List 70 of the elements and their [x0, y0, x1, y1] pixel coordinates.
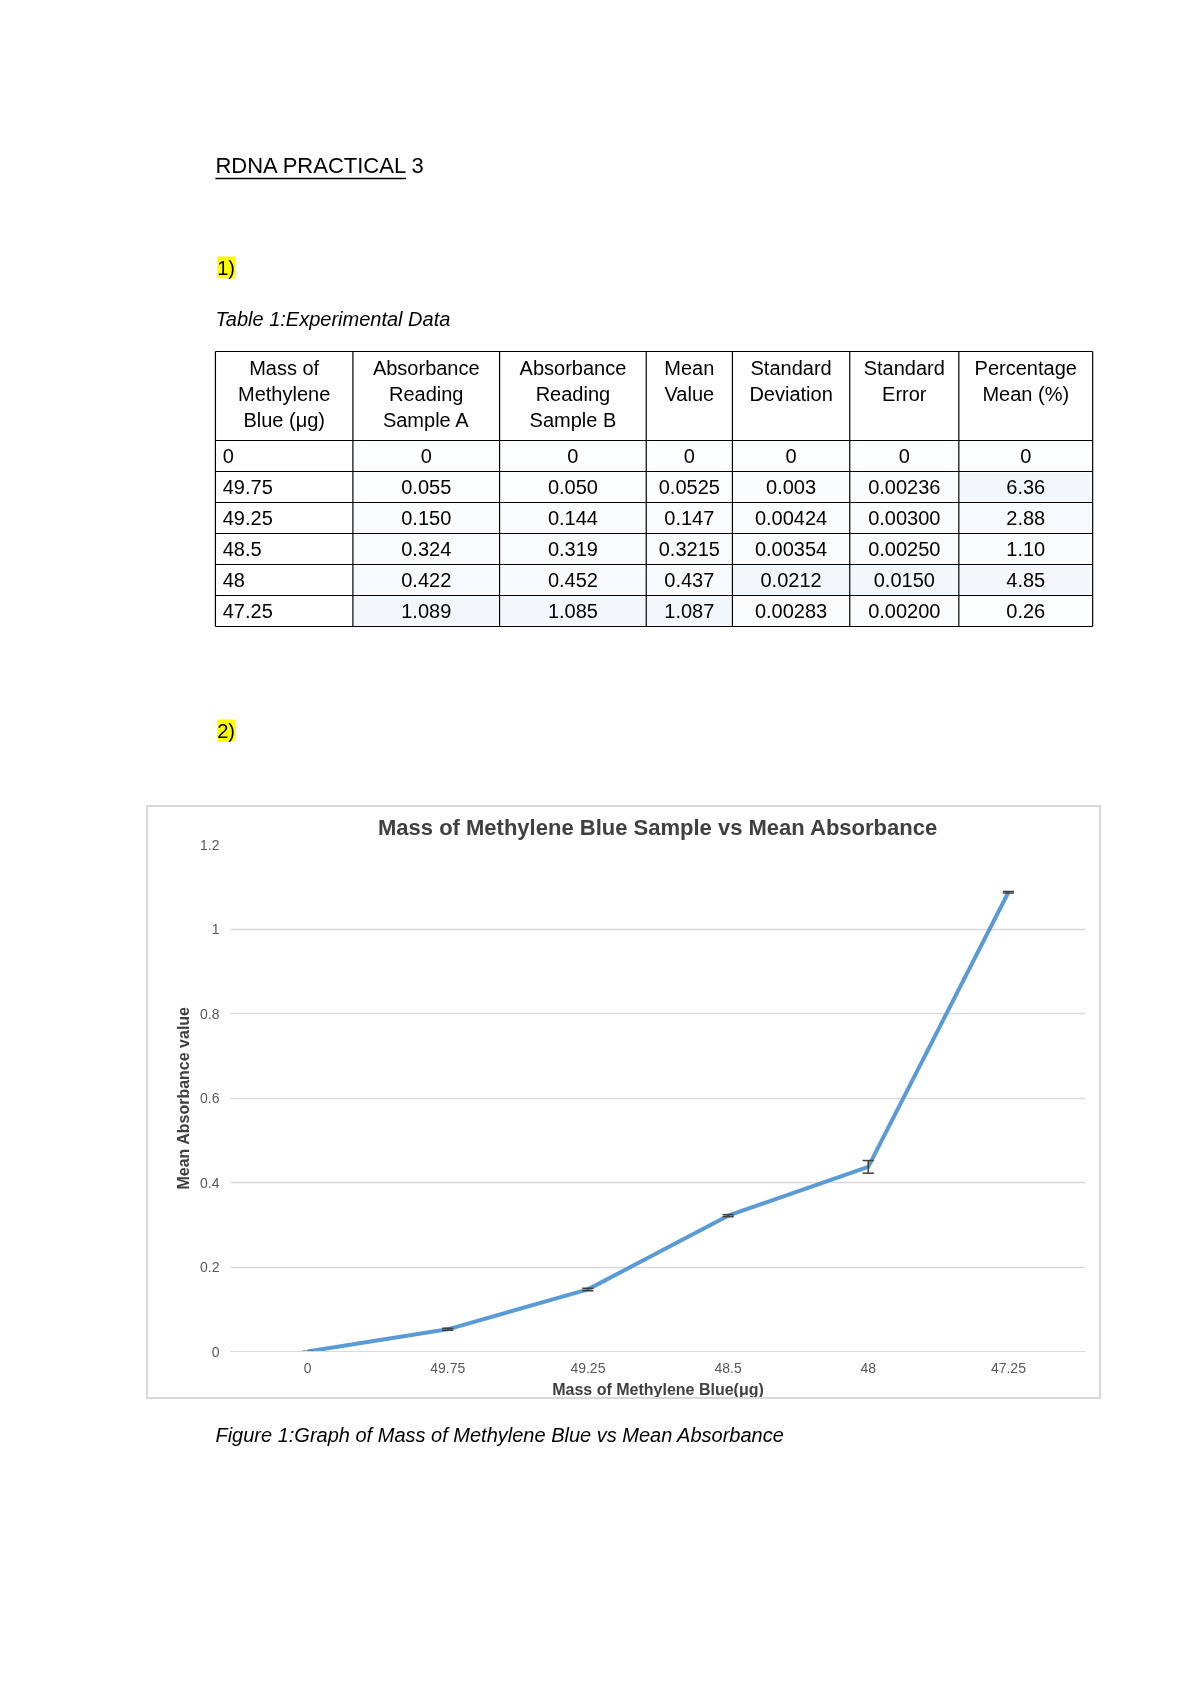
data-label: 1.085 — [547, 600, 598, 622]
data-label: 2.88 — [1006, 507, 1046, 529]
y-axis-title: Mass of Methylene Blue (μg) — [238, 356, 331, 432]
data-label: 0.00283 — [754, 600, 828, 622]
data-label: 0.00236 — [868, 476, 941, 498]
data-label: 0 — [420, 445, 432, 467]
data-label: 0.319 — [547, 538, 598, 560]
x-tick-label: 49.75 — [430, 1359, 466, 1376]
y-tick-label: 49.25 — [222, 507, 273, 529]
data-label: 0.00300 — [868, 507, 941, 529]
x-tick-label: Mean Value — [664, 356, 715, 405]
x-tick-label: 0 — [303, 1359, 312, 1376]
data-label: 0.003 — [766, 476, 817, 498]
data-label: 0.0212 — [760, 569, 822, 591]
caption: Figure 1:Graph of Mass of Methylene Blue vs Mean Absorbance — [215, 1423, 784, 1446]
y-tick-label: 0.2 — [200, 1259, 220, 1275]
data-label: 0.0150 — [873, 569, 935, 591]
data-label: 1.087 — [664, 600, 715, 622]
data-label: 0.452 — [547, 569, 598, 591]
data-label: 0 — [898, 445, 910, 467]
x-tick-label: 48 — [860, 1359, 877, 1376]
data-label: 4.85 — [1006, 569, 1046, 591]
x-tick-label: Percentage Mean (%) — [974, 356, 1077, 405]
y-tick-label: 1.2 — [200, 836, 220, 853]
y-tick-label: 48 — [222, 569, 245, 591]
data-label: 0.0525 — [658, 476, 720, 498]
data-label: 0.00250 — [868, 538, 941, 560]
y-tick-label: 0 — [222, 445, 234, 467]
y-tick-label: 49.75 — [222, 476, 273, 498]
y-tick-label: 0.6 — [200, 1090, 220, 1106]
data-label: 0.00424 — [754, 507, 828, 529]
data-label: 0 — [567, 445, 579, 467]
y-tick-label: 48.5 — [222, 538, 262, 560]
data-label: 0.055 — [401, 476, 452, 498]
data-label: 0.422 — [401, 569, 452, 591]
x-tick-label: Standard Deviation — [749, 356, 833, 405]
x-tick-label: 49.25 — [570, 1359, 606, 1376]
chart-title: RDNA PRACTICAL 3 — [215, 153, 424, 178]
x-tick-label: 48.5 — [714, 1359, 742, 1376]
x-axis-title: Mass of Methylene Blue(μg) — [552, 1380, 764, 1398]
y-tick-label: 1 — [211, 921, 220, 937]
y-tick-label: 0.4 — [200, 1174, 220, 1191]
data-label: 1.089 — [401, 600, 452, 622]
data-label: 0.00354 — [754, 538, 828, 560]
data-label: 0.150 — [401, 507, 452, 529]
text: 2) — [217, 719, 236, 742]
data-label: 0.3215 — [658, 538, 720, 560]
data-label: 0.26 — [1006, 600, 1046, 622]
data-label: 0 — [785, 445, 797, 467]
data-label: 6.36 — [1006, 476, 1046, 498]
data-label: 0 — [683, 445, 695, 467]
data-label: 1.10 — [1006, 538, 1046, 560]
data-label: 0.437 — [664, 569, 715, 591]
text: 1) — [217, 256, 236, 279]
y-tick-label: 0 — [211, 1343, 220, 1360]
data-label: 0.324 — [401, 538, 452, 560]
data-label: 0 — [1020, 445, 1032, 467]
x-tick-label: Standard Error — [863, 356, 945, 405]
y-tick-label: 0.8 — [200, 1005, 220, 1022]
data-label: 0.050 — [547, 476, 598, 498]
x-tick-label: Absorbance Reading Sample B — [519, 356, 627, 432]
y-tick-label: 47.25 — [222, 600, 273, 622]
x-tick-label: Absorbance Reading Sample A — [372, 356, 480, 432]
y-axis-title: Mean Absorbance value — [175, 1006, 193, 1190]
data-label: 0.00200 — [868, 600, 941, 622]
data-label: 0.147 — [664, 507, 715, 529]
x-tick-label: 47.25 — [990, 1359, 1027, 1376]
data-label: 0.144 — [547, 507, 598, 529]
chart-subtitle: Table 1:Experimental Data — [215, 307, 451, 330]
chart-title: Mass of Methylene Blue Sample vs Mean Absorbance — [378, 814, 938, 840]
